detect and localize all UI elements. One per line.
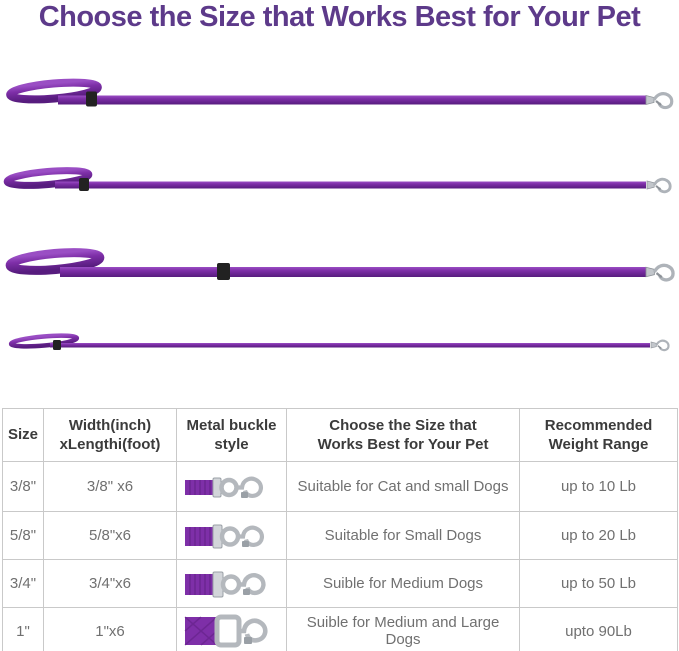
width-length-value: 3/4"x6: [43, 559, 177, 608]
table-row: 5/8" 5/8"x6 Suitable for Small Dogs up t…: [2, 511, 678, 560]
buckle-image-row-4: [176, 607, 287, 651]
header-width-length: Width(inch) xLengthi(foot): [43, 408, 177, 462]
width-length-value: 5/8"x6: [43, 511, 177, 560]
suitability-value: Suible for Medium Dogs: [286, 559, 520, 608]
width-length-value: 1"x6: [43, 607, 177, 651]
header-weight-range: Recommended Weight Range: [519, 408, 678, 462]
table-row: 3/4" 3/4"x6 Suible for Medium Dogs up to…: [2, 559, 678, 608]
header-choose-size: Choose the Size that Works Best for Your…: [286, 408, 520, 462]
weight-range-value: up to 50 Lb: [519, 559, 678, 608]
size-value: 1": [2, 607, 44, 651]
purple-webbing-square-eye-snap-hook-icon: [184, 614, 268, 648]
buckle-image-row-1: [176, 461, 287, 512]
size-value: 5/8": [2, 511, 44, 560]
weight-range-value: up to 20 Lb: [519, 511, 678, 560]
suitability-value: Suible for Medium and Large Dogs: [286, 607, 520, 651]
suitability-value: Suitable for Small Dogs: [286, 511, 520, 560]
snap-hook-icon: [645, 263, 675, 282]
purple-leash-icon: [3, 167, 672, 194]
page-title: Choose the Size that Works Best for Your…: [38, 1, 641, 33]
table-header-row: Size Width(inch) xLengthi(foot) Metal bu…: [2, 408, 678, 462]
leash-image-4: [0, 323, 679, 367]
snap-hook-icon: [645, 92, 674, 110]
purple-webbing-snap-hook-icon: [184, 524, 264, 548]
purple-webbing-snap-hook-icon: [184, 571, 266, 597]
width-length-value: 3/8" x6: [43, 461, 177, 512]
purple-leash-icon: [6, 78, 674, 110]
snap-hook-icon: [646, 177, 672, 194]
buckle-image-row-2: [176, 511, 287, 560]
purple-webbing-snap-hook-icon: [184, 476, 263, 498]
purple-leash-icon: [5, 248, 675, 282]
size-comparison-table: Size Width(inch) xLengthi(foot) Metal bu…: [2, 408, 678, 651]
leash-image-1: [0, 78, 679, 122]
table-row: 1" 1"x6 Suible for Medium and Large Dogs…: [2, 607, 678, 651]
table-row: 3/8" 3/8" x6 Suitable for Cat and small …: [2, 461, 678, 512]
snap-hook-icon: [650, 339, 670, 352]
weight-range-value: upto 90Lb: [519, 607, 678, 651]
size-value: 3/4": [2, 559, 44, 608]
purple-leash-icon: [8, 333, 670, 352]
buckle-image-row-3: [176, 559, 287, 608]
weight-range-value: up to 10 Lb: [519, 461, 678, 512]
leash-image-3: [0, 248, 679, 292]
header-size: Size: [2, 408, 44, 462]
header-buckle-style: Metal buckle style: [176, 408, 287, 462]
suitability-value: Suitable for Cat and small Dogs: [286, 461, 520, 512]
leash-image-2: [0, 163, 679, 207]
size-value: 3/8": [2, 461, 44, 512]
